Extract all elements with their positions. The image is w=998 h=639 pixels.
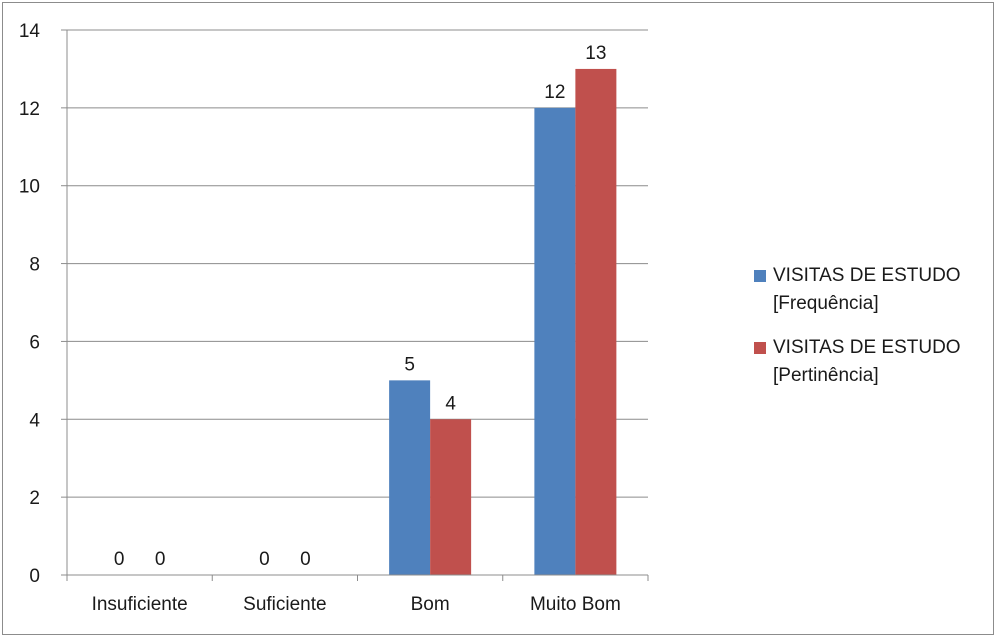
data-label: 0 xyxy=(155,549,166,570)
x-tick-label: Bom xyxy=(411,594,450,615)
legend-swatch-frequencia xyxy=(754,270,766,282)
bar xyxy=(430,419,472,575)
legend-label-frequencia: VISITAS DE ESTUDO [Frequência] xyxy=(773,265,961,314)
y-tick-label: 14 xyxy=(19,21,41,42)
legend-label-pertinencia: VISITAS DE ESTUDO [Pertinência] xyxy=(773,337,961,386)
x-tick-label: Insuficiente xyxy=(92,594,188,615)
x-tick-label: Suficiente xyxy=(243,594,326,615)
bar xyxy=(575,68,617,575)
y-tick-label: 10 xyxy=(19,177,40,198)
data-label: 0 xyxy=(259,549,270,570)
bar xyxy=(534,107,576,575)
y-tick-label: 8 xyxy=(29,255,40,276)
data-label: 4 xyxy=(445,393,456,414)
data-label: 0 xyxy=(300,549,311,570)
y-tick-label: 12 xyxy=(19,99,40,120)
y-tick-label: 6 xyxy=(29,332,40,353)
legend-swatch-pertinencia xyxy=(754,342,766,354)
bar xyxy=(389,380,431,575)
y-tick-label: 0 xyxy=(29,566,40,587)
y-tick-label: 2 xyxy=(29,488,40,509)
data-label: 0 xyxy=(114,549,125,570)
data-label: 13 xyxy=(585,43,606,64)
data-label: 12 xyxy=(544,82,565,103)
x-tick-label: Muito Bom xyxy=(530,594,621,615)
data-label: 5 xyxy=(404,354,415,375)
legend-item-frequencia: VISITAS DE ESTUDO [Frequência] xyxy=(753,262,993,318)
legend-item-pertinencia: VISITAS DE ESTUDO [Pertinência] xyxy=(753,334,993,390)
legend: VISITAS DE ESTUDO [Frequência] VISITAS D… xyxy=(753,262,993,406)
y-tick-label: 4 xyxy=(29,410,40,431)
